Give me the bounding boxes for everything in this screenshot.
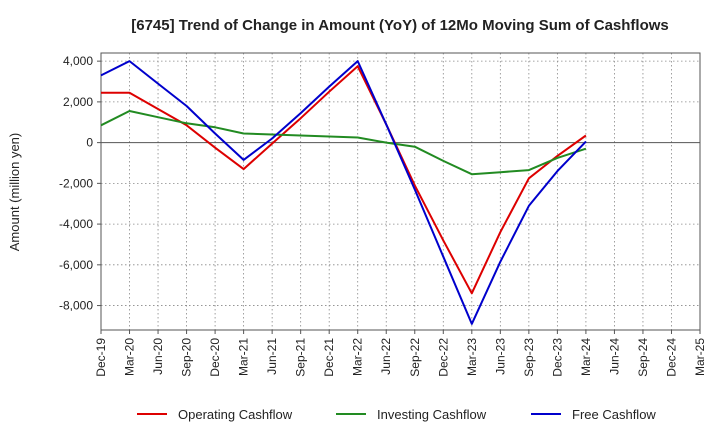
x-tick-label: Jun-20 [151,338,165,375]
x-tick-label: Sep-20 [180,338,194,377]
free-cashflow-legend-label: Free Cashflow [572,407,656,422]
chart-title: [6745] Trend of Change in Amount (YoY) o… [131,17,669,34]
operating-cashflow-line [101,65,587,295]
x-tick-label: Mar-25 [693,338,707,376]
y-tick-label: 4,000 [63,54,93,68]
y-tick-label: 2,000 [63,95,93,109]
y-tick-label: 0 [86,136,93,150]
x-tick-label: Mar-24 [579,338,593,376]
x-tick-label: Dec-23 [550,338,564,377]
y-tick-label: -2,000 [59,176,93,190]
grid-lines [100,53,701,330]
x-tick-label: Sep-23 [522,338,536,377]
x-tick-label: Mar-20 [123,338,137,376]
y-tick-label: -4,000 [59,217,93,231]
y-tick-label: -8,000 [59,299,93,313]
free-cashflow-line [100,60,587,325]
x-tick-label: Dec-19 [94,338,108,377]
x-tick-label: Mar-21 [237,338,251,376]
x-tick-label: Jun-24 [607,338,621,375]
x-tick-label: Jun-23 [493,338,507,375]
y-tick-label: -6,000 [59,258,93,272]
x-tick-label: Sep-22 [408,338,422,377]
x-tick-label: Mar-23 [465,338,479,376]
operating-cashflow-legend-label: Operating Cashflow [178,407,293,422]
investing-cashflow-line [100,110,587,176]
x-tick-label: Jun-21 [265,338,279,375]
x-tick-label: Dec-20 [208,338,222,377]
legend: Operating Cashflow Investing Cashflow Free… [137,407,656,422]
x-tick-label: Jun-22 [379,338,393,375]
x-tick-label: Sep-21 [294,338,308,377]
plot-frame [100,52,701,331]
series-lines [100,60,587,325]
x-tick-label: Dec-22 [436,338,450,377]
x-tick-label: Dec-24 [664,338,678,377]
investing-cashflow-legend-label: Investing Cashflow [377,407,487,422]
x-tick-label: Mar-22 [351,338,365,376]
x-tick-label: Dec-21 [322,338,336,377]
y-axis-label: Amount (million yen) [7,133,22,252]
x-tick-label: Sep-24 [636,338,650,377]
axes: Dec-19 Mar-20 Jun-20 Sep-20 Dec-20 Mar-21 Jun-… [59,52,707,377]
